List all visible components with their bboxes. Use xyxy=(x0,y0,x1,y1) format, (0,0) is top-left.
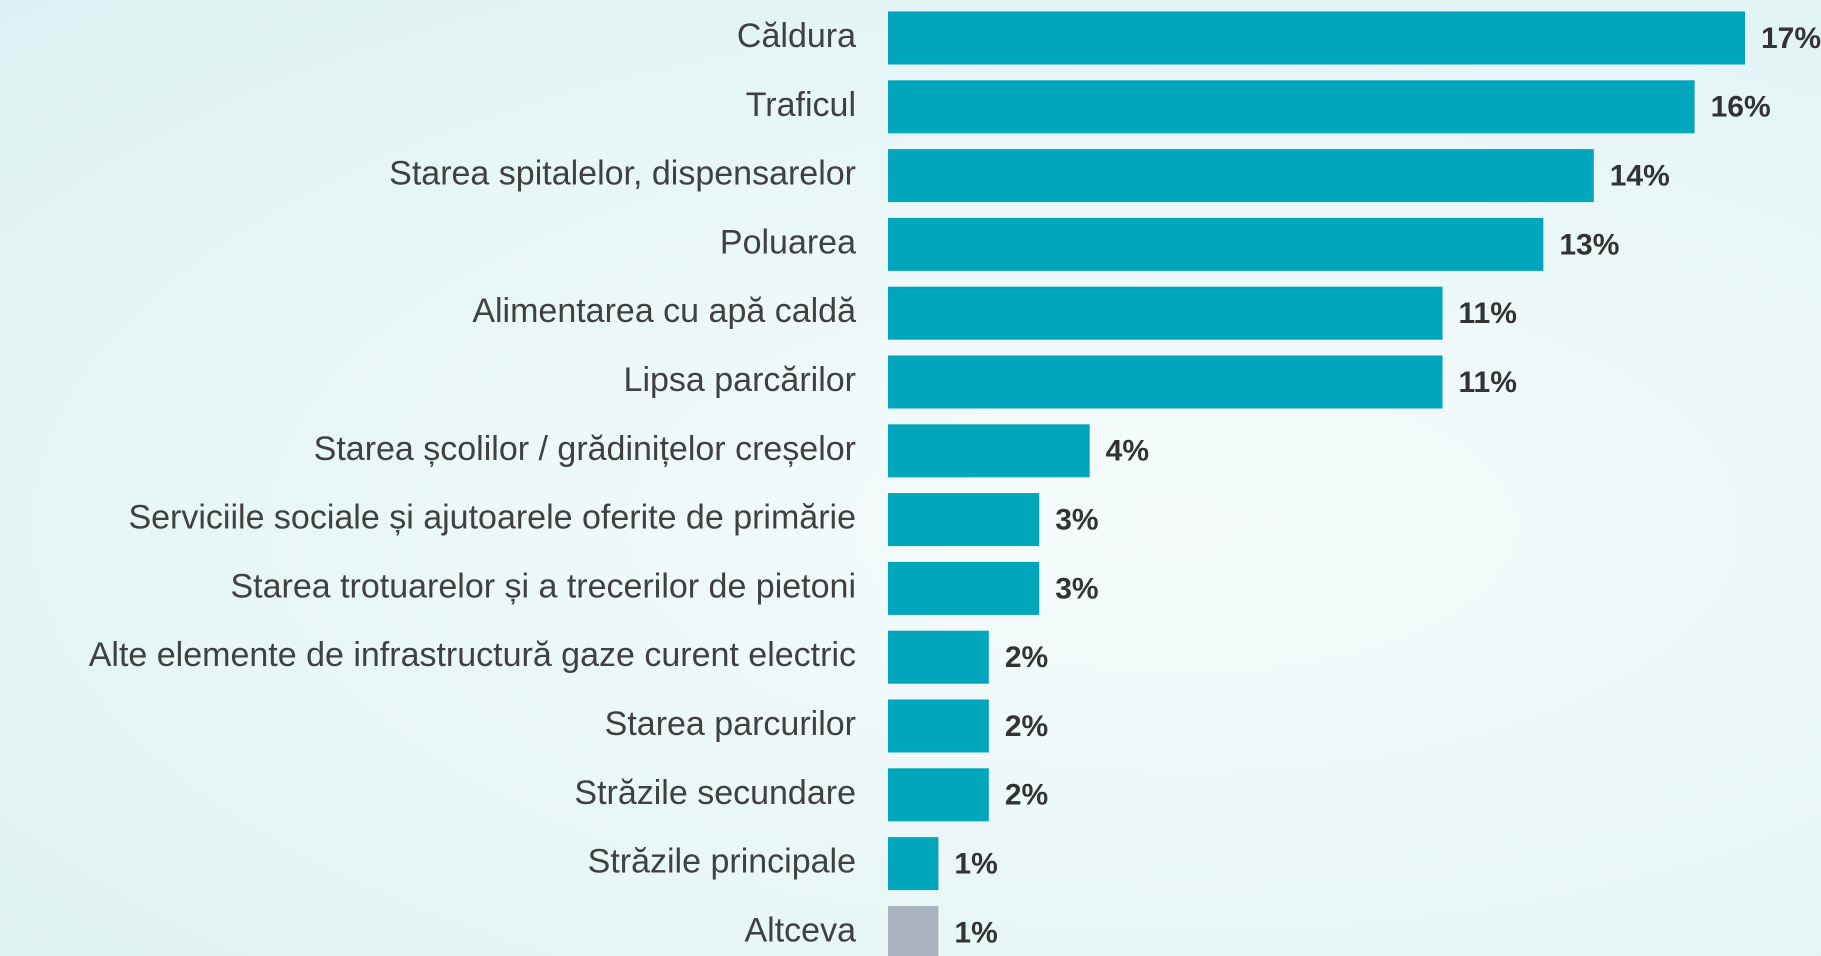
bar xyxy=(888,699,989,753)
value-label: 1% xyxy=(954,848,997,881)
category-label: Căldura xyxy=(737,17,856,55)
value-label: 11% xyxy=(1459,297,1517,330)
category-label: Starea parcurilor xyxy=(605,705,856,743)
category-label: Starea trotuarelor și a trecerilor de pi… xyxy=(230,567,856,605)
bar xyxy=(888,493,1040,547)
category-label: Alte elemente de infrastructură gaze cur… xyxy=(89,636,856,674)
value-label: 13% xyxy=(1559,228,1619,261)
bar xyxy=(888,149,1594,203)
value-label: 4% xyxy=(1106,435,1149,468)
bar xyxy=(888,768,989,822)
value-label: 17% xyxy=(1761,22,1821,55)
value-label: 2% xyxy=(1005,641,1048,674)
category-label: Serviciile sociale și ajutoarele oferite… xyxy=(128,499,856,537)
value-label: 2% xyxy=(1005,710,1048,743)
category-label: Traficul xyxy=(746,86,856,124)
category-label: Străzile secundare xyxy=(574,774,856,812)
category-label: Alimentarea cu apă caldă xyxy=(472,292,856,330)
value-label: 2% xyxy=(1005,779,1048,812)
value-label: 11% xyxy=(1459,366,1517,399)
bar xyxy=(888,630,989,684)
bar xyxy=(888,286,1443,340)
value-label: 3% xyxy=(1055,572,1098,605)
category-label: Poluarea xyxy=(720,223,856,261)
value-label: 14% xyxy=(1610,160,1670,193)
bar xyxy=(888,355,1443,409)
value-label: 1% xyxy=(954,916,997,949)
value-label: 3% xyxy=(1055,504,1098,537)
category-label: Străzile principale xyxy=(588,843,856,881)
category-label: Altceva xyxy=(745,911,857,949)
bar xyxy=(888,837,939,891)
bar xyxy=(888,80,1695,134)
bar xyxy=(888,11,1745,65)
bar xyxy=(888,561,1040,615)
category-label: Starea spitalelor, dispensarelor xyxy=(389,155,856,193)
category-label: Starea școlilor / grădinițelor creșelor xyxy=(314,430,856,468)
value-label: 16% xyxy=(1711,91,1771,124)
bar xyxy=(888,424,1090,478)
category-label: Lipsa parcărilor xyxy=(624,361,856,399)
bar xyxy=(888,217,1544,271)
bar xyxy=(888,905,939,956)
